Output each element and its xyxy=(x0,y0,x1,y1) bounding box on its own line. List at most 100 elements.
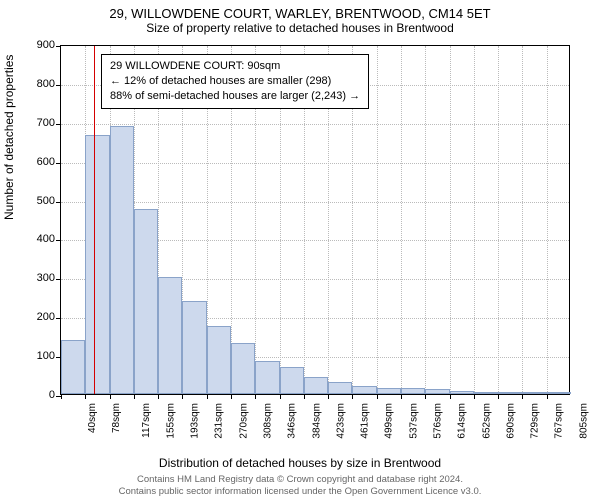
xtick-label: 308sqm xyxy=(263,403,274,439)
xtick-label: 805sqm xyxy=(578,403,589,439)
xtick-mark xyxy=(425,394,426,399)
xtick-label: 690sqm xyxy=(505,403,516,439)
xtick-label: 117sqm xyxy=(140,403,151,438)
ytick-label: 0 xyxy=(15,389,55,401)
gridline-v xyxy=(450,46,451,394)
ytick-label: 700 xyxy=(15,117,55,129)
histogram-bar xyxy=(85,135,109,394)
xtick-label: 729sqm xyxy=(530,403,541,439)
ytick-mark xyxy=(56,318,61,319)
xtick-label: 346sqm xyxy=(287,403,298,439)
histogram-bar xyxy=(61,340,85,394)
footer-attribution: Contains HM Land Registry data © Crown c… xyxy=(0,474,600,498)
xtick-mark xyxy=(352,394,353,399)
histogram-bar xyxy=(134,209,158,394)
histogram-bar xyxy=(425,389,449,394)
ytick-label: 600 xyxy=(15,156,55,168)
histogram-bar xyxy=(110,126,134,394)
xtick-label: 499sqm xyxy=(384,403,395,439)
xtick-mark xyxy=(134,394,135,399)
xtick-label: 614sqm xyxy=(457,403,468,439)
footer-line-2: Contains public sector information licen… xyxy=(0,486,600,498)
gridline-h xyxy=(61,124,569,125)
xtick-label: 537sqm xyxy=(408,403,419,439)
xtick-mark xyxy=(110,394,111,399)
ytick-label: 300 xyxy=(15,272,55,284)
ytick-mark xyxy=(56,163,61,164)
histogram-bar xyxy=(377,388,401,394)
xtick-label: 155sqm xyxy=(165,403,176,439)
xtick-label: 231sqm xyxy=(214,403,225,439)
y-axis-label: Number of detached properties xyxy=(2,55,16,220)
xtick-label: 652sqm xyxy=(481,403,492,439)
gridline-v xyxy=(522,46,523,394)
histogram-bar xyxy=(207,326,231,394)
histogram-bar xyxy=(352,386,376,394)
footer-line-1: Contains HM Land Registry data © Crown c… xyxy=(0,474,600,486)
xtick-mark xyxy=(498,394,499,399)
xtick-mark xyxy=(158,394,159,399)
histogram-bar xyxy=(280,367,304,394)
histogram-bar xyxy=(474,392,498,394)
xtick-mark xyxy=(231,394,232,399)
xtick-label: 461sqm xyxy=(360,403,371,439)
x-axis-label: Distribution of detached houses by size … xyxy=(0,456,600,470)
ytick-mark xyxy=(56,124,61,125)
chart-title: 29, WILLOWDENE COURT, WARLEY, BRENTWOOD,… xyxy=(0,6,600,21)
xtick-mark xyxy=(522,394,523,399)
annotation-box: 29 WILLOWDENE COURT: 90sqm← 12% of detac… xyxy=(101,54,369,109)
annotation-line: 29 WILLOWDENE COURT: 90sqm xyxy=(110,59,360,74)
xtick-label: 423sqm xyxy=(335,403,346,439)
histogram-bar xyxy=(450,391,474,394)
gridline-v xyxy=(377,46,378,394)
xtick-mark xyxy=(401,394,402,399)
ytick-mark xyxy=(56,202,61,203)
histogram-bar xyxy=(328,382,352,394)
ytick-mark xyxy=(56,240,61,241)
xtick-mark xyxy=(280,394,281,399)
histogram-bar xyxy=(522,392,546,394)
xtick-mark xyxy=(304,394,305,399)
annotation-line: ← 12% of detached houses are smaller (29… xyxy=(110,74,360,89)
xtick-mark xyxy=(377,394,378,399)
chart-subtitle: Size of property relative to detached ho… xyxy=(0,21,600,35)
xtick-label: 767sqm xyxy=(554,403,565,439)
histogram-bar xyxy=(182,301,206,394)
gridline-h xyxy=(61,202,569,203)
ytick-label: 900 xyxy=(15,39,55,51)
xtick-mark xyxy=(255,394,256,399)
ytick-label: 100 xyxy=(15,350,55,362)
xtick-label: 40sqm xyxy=(87,403,98,433)
gridline-h xyxy=(61,163,569,164)
gridline-v xyxy=(425,46,426,394)
ytick-mark xyxy=(56,46,61,47)
xtick-label: 270sqm xyxy=(238,403,249,439)
ytick-label: 400 xyxy=(15,233,55,245)
xtick-label: 384sqm xyxy=(311,403,322,439)
ytick-mark xyxy=(56,85,61,86)
histogram-bar xyxy=(158,277,182,394)
xtick-mark xyxy=(328,394,329,399)
gridline-v xyxy=(401,46,402,394)
chart-plot-area: 29 WILLOWDENE COURT: 90sqm← 12% of detac… xyxy=(60,45,570,395)
xtick-label: 193sqm xyxy=(190,403,201,439)
gridline-v xyxy=(498,46,499,394)
ytick-label: 800 xyxy=(15,78,55,90)
xtick-mark xyxy=(61,394,62,399)
xtick-mark xyxy=(207,394,208,399)
histogram-bar xyxy=(255,361,279,394)
xtick-label: 576sqm xyxy=(433,403,444,439)
ytick-label: 200 xyxy=(15,311,55,323)
histogram-bar xyxy=(547,392,571,394)
ytick-label: 500 xyxy=(15,195,55,207)
xtick-mark xyxy=(474,394,475,399)
xtick-mark xyxy=(182,394,183,399)
gridline-v xyxy=(474,46,475,394)
histogram-bar xyxy=(304,377,328,395)
xtick-mark xyxy=(85,394,86,399)
xtick-mark xyxy=(547,394,548,399)
ytick-mark xyxy=(56,279,61,280)
histogram-bar xyxy=(231,343,255,394)
xtick-label: 78sqm xyxy=(111,403,122,433)
histogram-bar xyxy=(401,388,425,394)
